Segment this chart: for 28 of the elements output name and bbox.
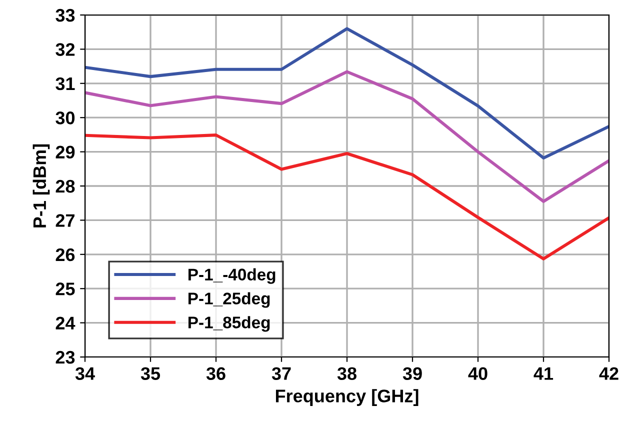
y-tick-label: 25	[56, 282, 75, 296]
y-tick-label: 33	[56, 8, 75, 22]
y-tick-label: 28	[56, 180, 75, 193]
line-series	[85, 70, 609, 203]
y-tick-label: 24	[56, 316, 76, 330]
y-tick-label: 27	[56, 214, 74, 227]
x-axis-title: Frequency [GHz]	[276, 389, 418, 406]
x-tick-label: 41	[534, 367, 554, 380]
x-tick-label: 36	[206, 367, 226, 380]
y-tick-label: 31	[56, 77, 75, 90]
x-tick-label: 37	[272, 367, 291, 380]
x-tick-label: 34	[75, 367, 95, 380]
line-series	[85, 27, 609, 160]
y-tick-label: 30	[56, 112, 75, 124]
line-series	[85, 134, 609, 260]
y-axis-title: P-1 [dBm]	[32, 144, 50, 228]
x-tick-label: 39	[402, 367, 422, 380]
y-tick-label: 23	[56, 350, 75, 364]
y-tick-label: 26	[56, 248, 75, 262]
y-tick-label: 29	[56, 146, 75, 159]
x-tick-label: 42	[599, 367, 618, 380]
legend-label: P-1_85deg	[188, 316, 270, 332]
y-tick-label: 32	[56, 43, 75, 56]
x-tick-label: 40	[468, 367, 488, 380]
legend-label: P-1_25deg	[188, 292, 270, 308]
x-tick-label: 35	[140, 367, 160, 380]
legend-label: P-1_-40deg	[188, 268, 276, 284]
x-tick-label: 38	[337, 367, 356, 380]
